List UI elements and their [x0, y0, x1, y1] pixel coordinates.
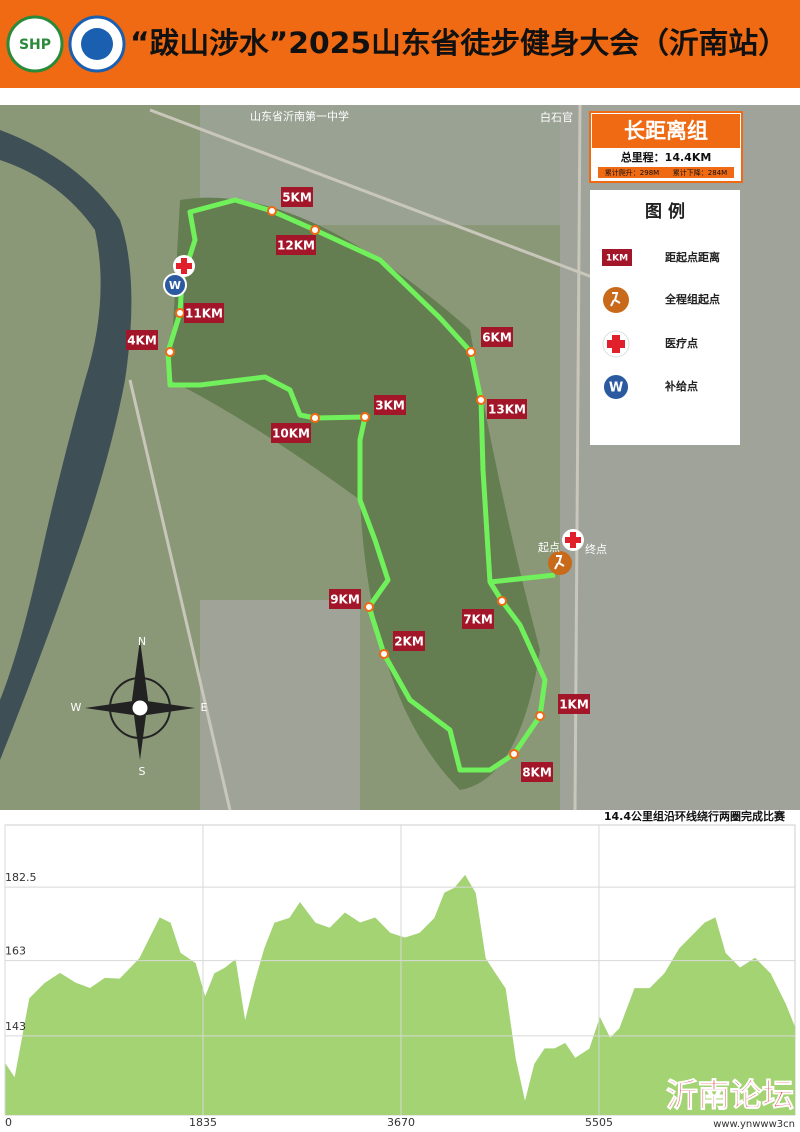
km-dot: [175, 308, 185, 318]
info-title-bar: [592, 114, 740, 148]
y-tick-label: 163: [5, 945, 26, 958]
finish-label: 终点: [585, 542, 607, 556]
km-label: 7KM: [463, 613, 493, 627]
x-tick-label: 0: [5, 1116, 12, 1129]
compass-s: S: [139, 765, 146, 778]
km-label: 1KM: [559, 698, 589, 712]
legend-label: 全程组起点: [664, 292, 720, 306]
km-dot: [364, 602, 374, 612]
watermark: 沂南论坛: [666, 1076, 794, 1114]
km-dot: [267, 206, 277, 216]
legend-label: 补给点: [664, 379, 698, 393]
watermark-url: www.ynwww3cn: [713, 1119, 795, 1130]
km-dot: [379, 649, 389, 659]
road: [149, 108, 601, 282]
km-dot: [310, 225, 320, 235]
legend-icon-km: [602, 249, 632, 266]
header-title: “跋山涉水”2025山东省徒步健身大会（沂南站）: [130, 26, 788, 60]
km-badge: [276, 235, 316, 255]
info-title: 长距离组: [624, 119, 708, 143]
km-badge: [281, 187, 313, 207]
supply-icon: W: [169, 279, 181, 292]
medical-cross: [565, 532, 581, 548]
km-dot: [509, 749, 519, 759]
km-dot: [497, 596, 507, 606]
km-dot: [476, 395, 486, 405]
road: [128, 379, 232, 811]
place-label: 白石官: [540, 110, 573, 124]
legend-icon-km-text: 1KM: [606, 254, 628, 264]
urban-area: [200, 600, 360, 810]
x-tick-label: 3670: [387, 1116, 415, 1129]
km-dot: [466, 347, 476, 357]
km-label: 8KM: [522, 766, 552, 780]
start-label: 起点: [538, 541, 560, 554]
km-label: 9KM: [330, 593, 360, 607]
info-descent: 累计下降：284M: [673, 168, 727, 177]
legend-icon-supply-text: W: [609, 381, 623, 396]
y-tick-label: 182.5: [5, 871, 37, 884]
km-badge: [558, 694, 590, 714]
km-dot: [360, 412, 370, 422]
y-tick-label: 143: [5, 1020, 26, 1033]
km-badge: [184, 303, 224, 323]
medical-cross: [607, 335, 625, 353]
place-label: 山东省沂南第一中学: [250, 109, 349, 123]
legend-title: 图 例: [645, 201, 685, 222]
km-badge: [271, 423, 311, 443]
km-label: 11KM: [185, 307, 223, 321]
info-strip: [598, 167, 734, 178]
runner-glyph: [610, 292, 621, 307]
legend-box: [590, 190, 740, 445]
km-label: 6KM: [482, 331, 512, 345]
info-ascent: 累计爬升：298M: [605, 168, 659, 177]
info-total: 总里程：14.4KM: [621, 150, 712, 164]
km-dot: [165, 347, 175, 357]
compass-n: N: [138, 635, 146, 648]
chart-title: 14.4公里组沿环线绕行两圈完成比赛: [604, 809, 786, 823]
logo: [6, 15, 64, 73]
header-bar: [0, 0, 800, 88]
legend-label: 医疗点: [665, 336, 698, 350]
km-badge: [374, 395, 406, 415]
km-label: 5KM: [282, 191, 312, 205]
km-badge: [126, 330, 158, 350]
elevation-line: [4, 874, 796, 1105]
km-label: 4KM: [127, 334, 157, 348]
legend-label: 距起点距离: [665, 250, 720, 264]
medical-cross: [176, 258, 192, 274]
x-tick-label: 1835: [189, 1116, 217, 1129]
km-label: 10KM: [272, 427, 310, 441]
km-badge: [462, 609, 494, 629]
compass-w: W: [71, 701, 82, 714]
km-badge: [521, 762, 553, 782]
km-badge: [329, 589, 361, 609]
km-dot: [310, 413, 320, 423]
km-dot: [535, 711, 545, 721]
km-badge: [393, 631, 425, 651]
legend-icon-supply: [602, 373, 630, 401]
runner-glyph: [554, 555, 565, 570]
km-label: 12KM: [277, 239, 315, 253]
compass-e: E: [201, 701, 208, 714]
river: [0, 130, 132, 760]
compass: [85, 640, 195, 760]
route: [165, 197, 556, 773]
km-badge: [487, 399, 527, 419]
hill-area: [170, 197, 540, 790]
road: [573, 104, 582, 811]
km-label: 13KM: [488, 403, 526, 417]
x-tick-label: 5505: [585, 1116, 613, 1129]
supply-point: [163, 273, 187, 297]
km-label: 3KM: [375, 399, 405, 413]
km-badge: [481, 327, 513, 347]
km-label: 2KM: [394, 635, 424, 649]
logo-inner: [81, 28, 113, 60]
logo-mark: SHP: [19, 37, 51, 53]
